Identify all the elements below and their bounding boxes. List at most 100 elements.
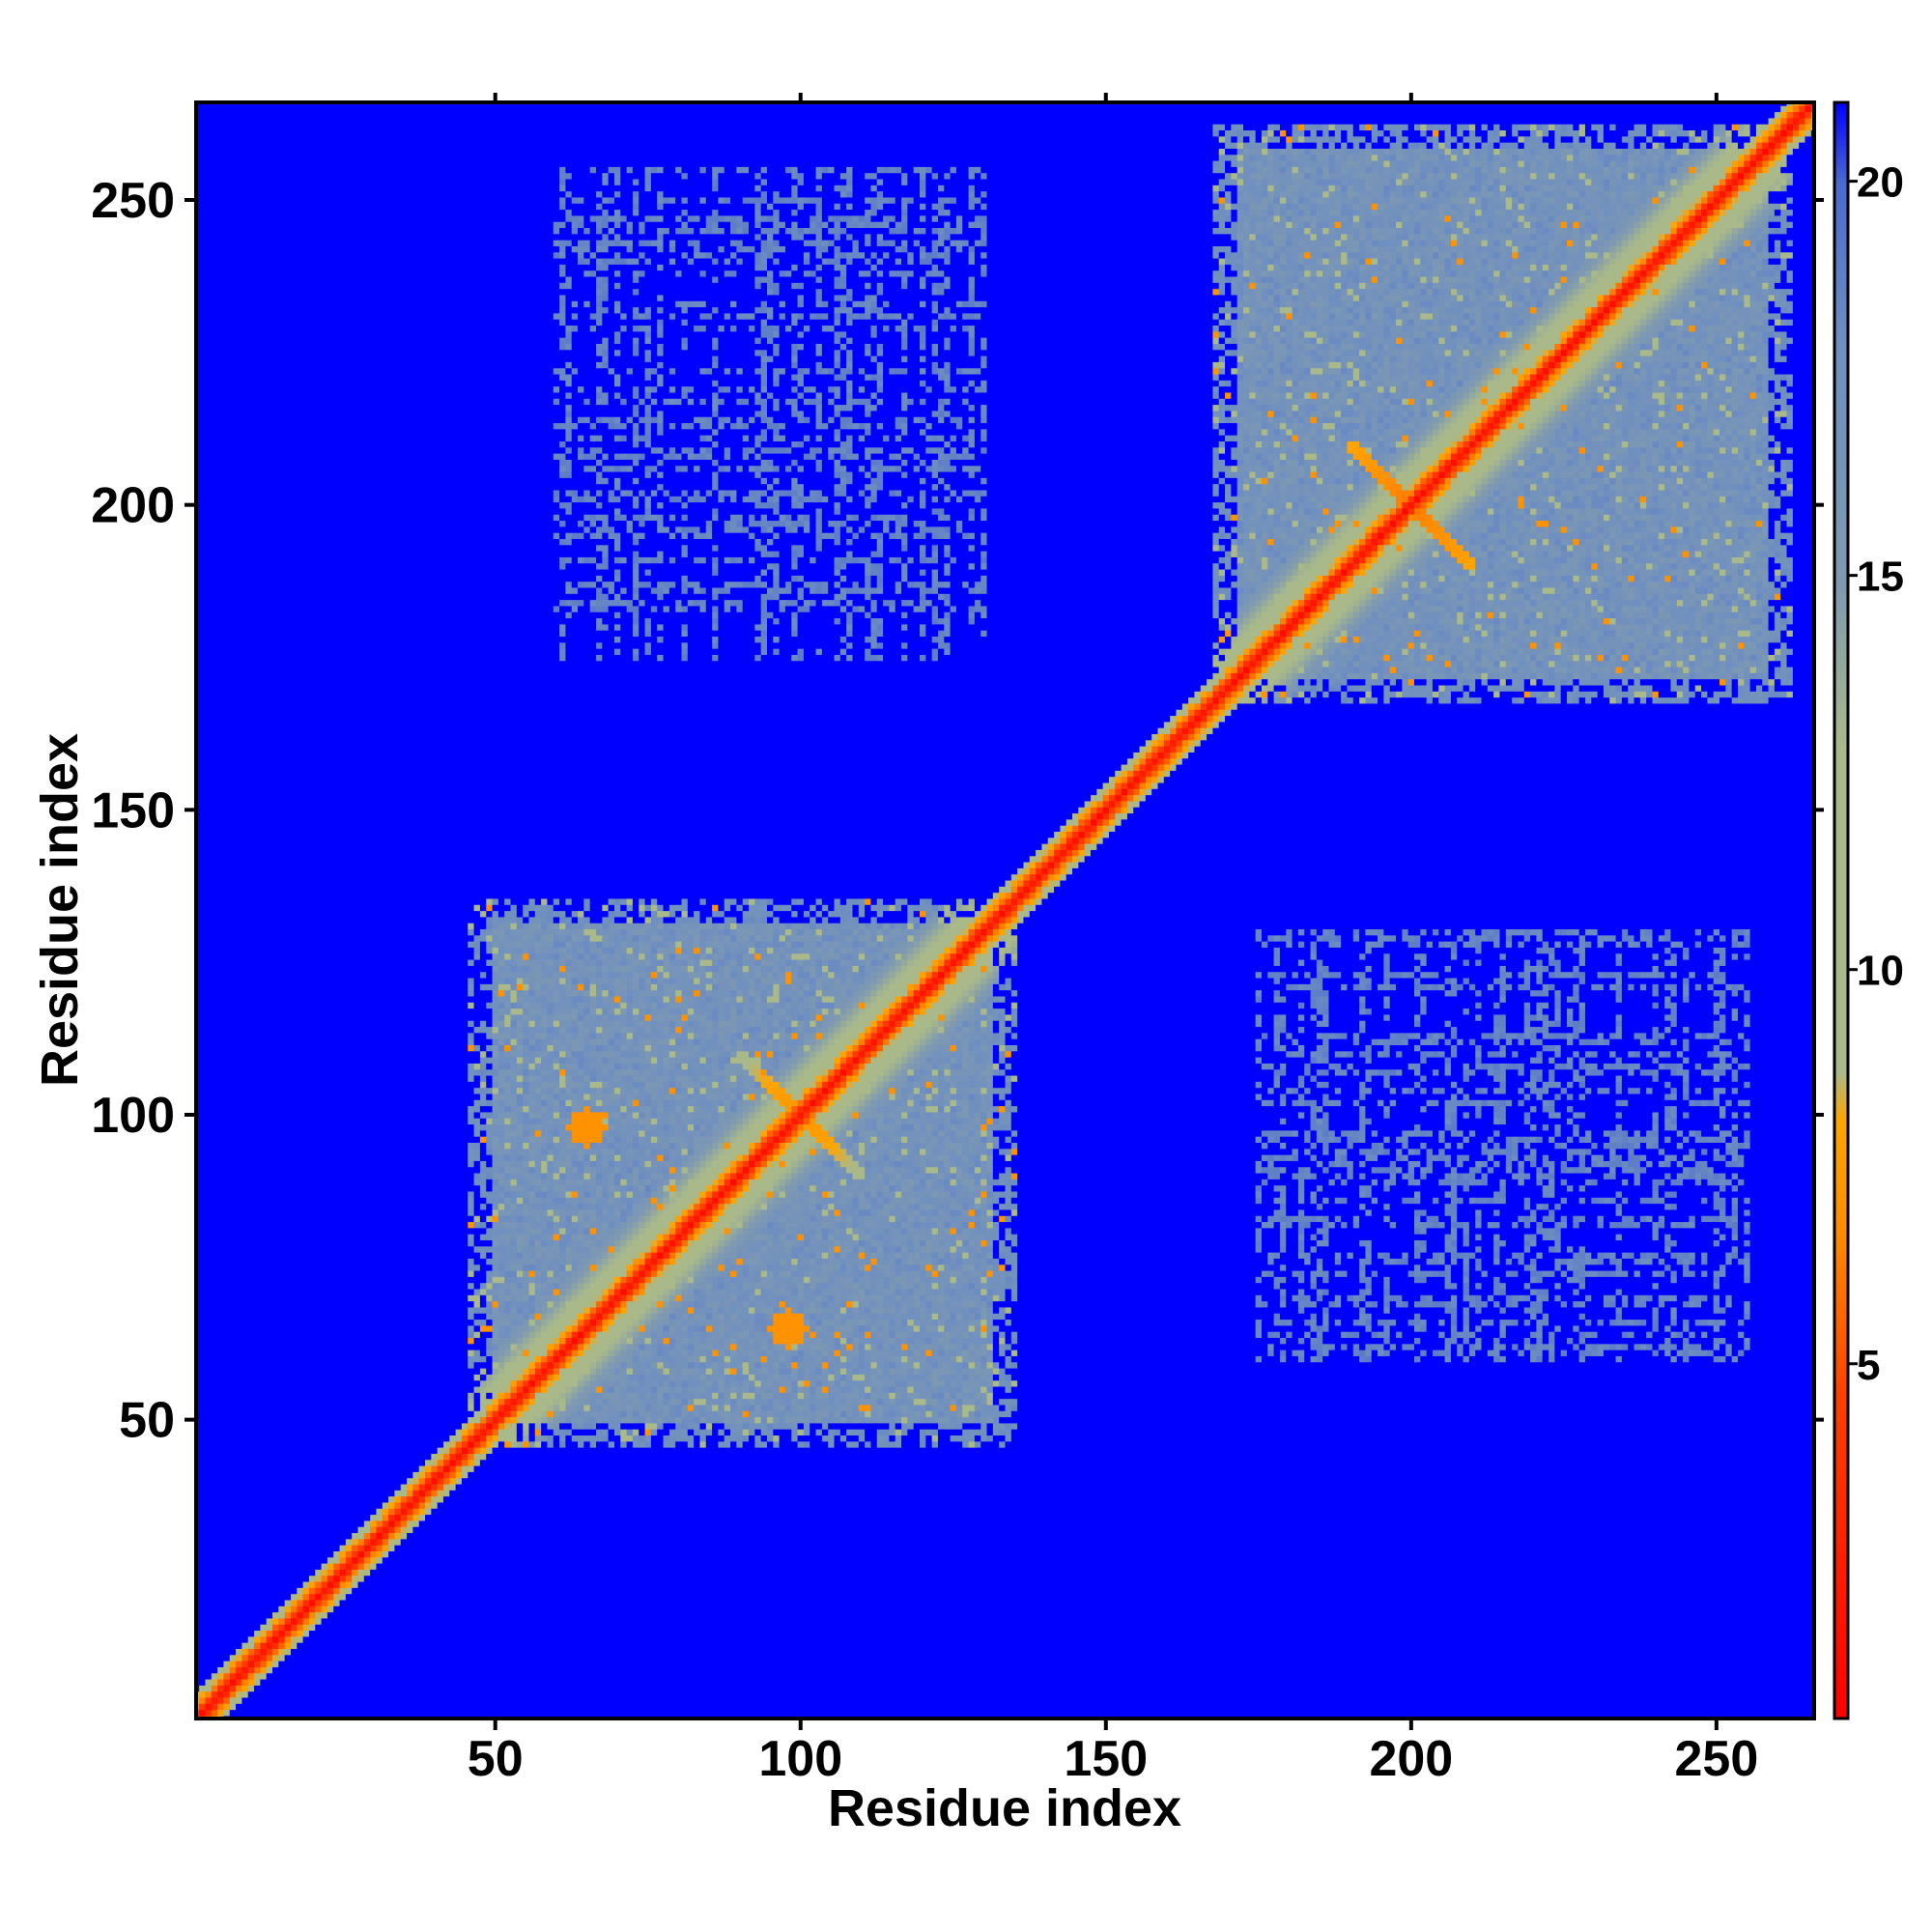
heatmap-cell <box>718 466 724 472</box>
heatmap-cell <box>645 1044 652 1051</box>
heatmap-cell <box>504 1417 511 1424</box>
heatmap-cell <box>718 245 724 252</box>
heatmap-cell <box>633 1423 639 1430</box>
heatmap-cell <box>602 1264 609 1271</box>
heatmap-cell <box>493 1173 499 1179</box>
heatmap-cell <box>480 917 487 929</box>
heatmap-cell <box>699 1088 706 1094</box>
heatmap-cell <box>364 1545 371 1551</box>
heatmap-cell <box>297 1636 303 1643</box>
heatmap-cell <box>664 1399 670 1406</box>
heatmap-cell <box>602 1417 609 1424</box>
heatmap-cell <box>285 1648 292 1655</box>
heatmap-cell <box>480 1331 487 1356</box>
heatmap-cell <box>718 1313 724 1320</box>
heatmap-cell <box>541 947 548 953</box>
heatmap-cell <box>401 1508 408 1515</box>
heatmap-cell <box>583 532 590 557</box>
heatmap-cell <box>578 532 584 539</box>
heatmap-cell <box>327 99 334 1557</box>
heatmap-cell <box>645 1435 652 1441</box>
heatmap-cell <box>627 453 634 460</box>
heatmap-cell <box>682 928 689 935</box>
heatmap-cell <box>528 1221 535 1228</box>
heatmap-cell <box>669 1106 676 1113</box>
heatmap-cell <box>583 490 590 497</box>
heatmap-cell <box>590 1344 597 1363</box>
heatmap-cell <box>694 1106 700 1113</box>
heatmap-cell <box>583 990 590 997</box>
heatmap-cell <box>651 1063 658 1069</box>
heatmap-cell <box>718 1099 724 1106</box>
heatmap-cell <box>493 1441 499 1448</box>
heatmap-cell <box>694 1258 700 1264</box>
heatmap-cell <box>688 240 695 246</box>
heatmap-cell <box>383 1550 389 1557</box>
heatmap-cell <box>620 983 627 990</box>
heatmap-cell <box>706 459 713 490</box>
heatmap-cell <box>535 1258 542 1264</box>
heatmap-cell <box>462 1435 469 1441</box>
heatmap-cell <box>583 1228 590 1235</box>
heatmap-cell <box>590 587 597 600</box>
heatmap-cell <box>578 1088 584 1094</box>
heatmap-cell <box>474 1094 481 1100</box>
heatmap-cell <box>657 1252 664 1259</box>
heatmap-cell <box>639 227 645 234</box>
heatmap-cell <box>511 1167 518 1174</box>
heatmap-cell <box>565 496 572 502</box>
heatmap-cell <box>565 1392 572 1399</box>
heatmap-cell <box>352 99 358 1533</box>
heatmap-cell <box>327 1569 334 1576</box>
heatmap-cell <box>633 398 639 405</box>
heatmap-cell <box>596 1179 603 1185</box>
heatmap-cell <box>547 1063 554 1069</box>
heatmap-cell <box>614 240 621 246</box>
heatmap-cell <box>572 1435 579 1441</box>
heatmap-cell <box>675 1179 682 1185</box>
heatmap-cell <box>712 947 719 953</box>
heatmap-cell <box>639 928 645 935</box>
heatmap-cell <box>388 1532 395 1539</box>
heatmap-cell <box>712 1289 719 1295</box>
heatmap-cell <box>602 1258 609 1264</box>
heatmap-cell <box>523 1033 529 1039</box>
heatmap-cell <box>590 1038 597 1045</box>
heatmap-cell <box>627 466 634 472</box>
heatmap-cell <box>609 1258 615 1264</box>
heatmap-cell <box>706 1221 713 1228</box>
heatmap-cell <box>669 240 676 246</box>
heatmap-cell <box>285 1630 292 1636</box>
heatmap-cell <box>602 1033 609 1039</box>
heatmap-cell <box>480 941 487 972</box>
heatmap-cell <box>645 416 652 423</box>
heatmap-cell <box>583 1221 590 1228</box>
heatmap-cell <box>639 983 645 990</box>
heatmap-cell <box>602 611 609 624</box>
heatmap-cell <box>694 953 700 960</box>
heatmap-cell <box>511 941 518 948</box>
heatmap-cell <box>657 331 664 338</box>
heatmap-cell <box>675 965 682 972</box>
heatmap-cell <box>535 941 542 948</box>
heatmap-cell <box>559 630 566 637</box>
heatmap-cell <box>578 1014 584 1021</box>
heatmap-cell <box>528 1368 535 1375</box>
heatmap-cell <box>517 1063 524 1069</box>
heatmap-cell <box>699 459 706 496</box>
heatmap-cell <box>498 917 505 923</box>
heatmap-cell <box>620 1106 627 1113</box>
heatmap-cell <box>694 1209 700 1216</box>
heatmap-cell <box>493 928 499 935</box>
heatmap-cell <box>596 490 603 497</box>
heatmap-cell <box>718 1386 724 1393</box>
heatmap-cell <box>333 1594 340 1601</box>
heatmap-cell <box>651 1026 658 1033</box>
heatmap-cell <box>230 1697 237 1704</box>
heatmap-cell <box>583 240 590 246</box>
heatmap-cell <box>504 928 511 935</box>
heatmap-cell <box>486 1270 493 1283</box>
heatmap-cell <box>596 1057 603 1064</box>
heatmap-cell <box>291 99 298 1594</box>
heatmap-cell <box>675 983 682 990</box>
